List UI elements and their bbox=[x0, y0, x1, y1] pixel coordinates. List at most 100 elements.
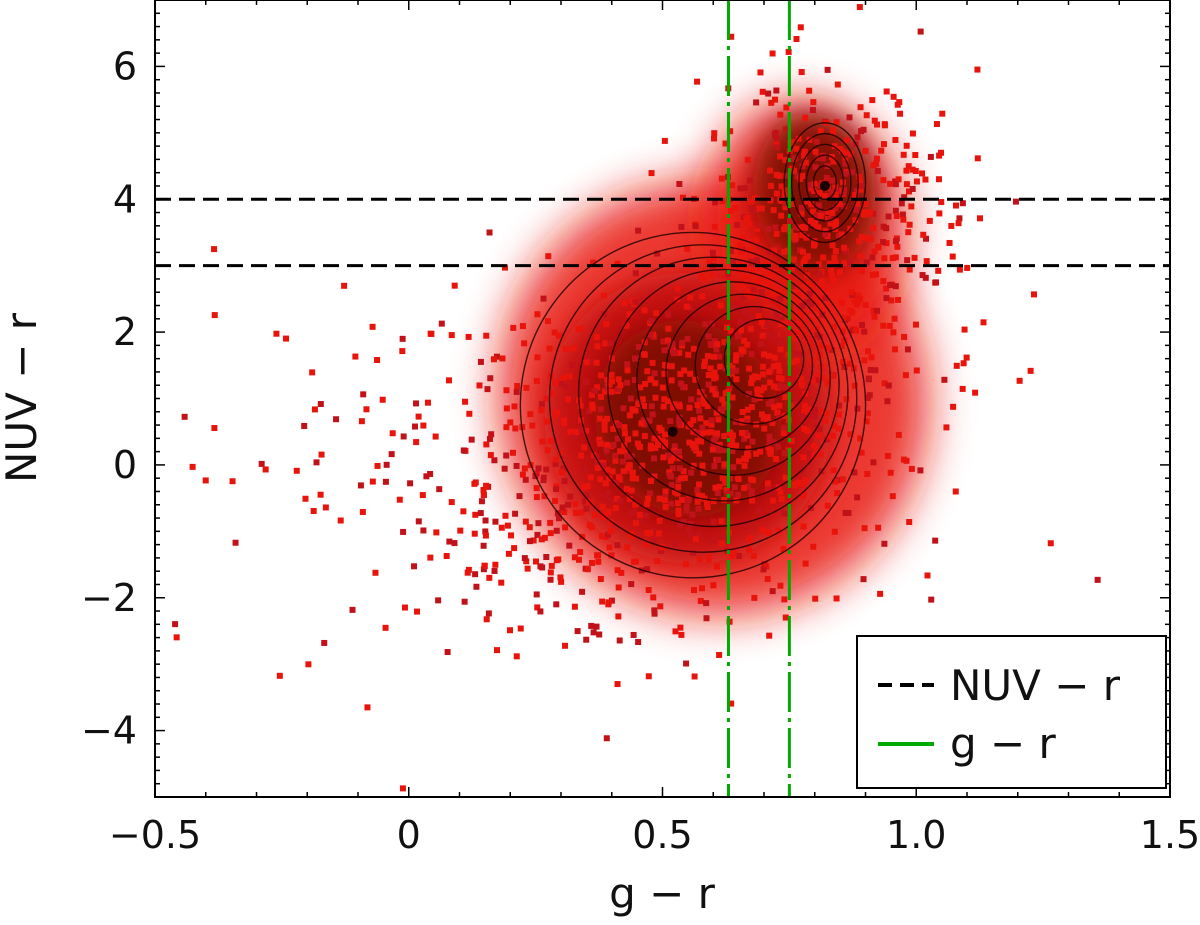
scatter-point bbox=[644, 368, 651, 375]
scatter-point bbox=[372, 569, 379, 576]
scatter-point bbox=[782, 614, 789, 621]
scatter-point bbox=[503, 452, 510, 459]
scatter-point bbox=[690, 417, 697, 424]
scatter-point bbox=[737, 249, 744, 256]
scatter-point bbox=[555, 332, 562, 339]
scatter-point bbox=[606, 544, 613, 551]
scatter-point bbox=[481, 563, 488, 570]
scatter-point bbox=[953, 202, 960, 209]
scatter-point bbox=[783, 172, 790, 179]
scatter-point bbox=[771, 404, 778, 411]
scatter-point bbox=[420, 422, 427, 429]
scatter-point bbox=[804, 198, 811, 205]
scatter-point bbox=[604, 466, 611, 473]
scatter-point bbox=[645, 495, 652, 502]
scatter-point bbox=[671, 401, 678, 408]
scatter-point bbox=[608, 388, 615, 395]
scatter-point bbox=[741, 462, 748, 469]
scatter-point bbox=[778, 495, 785, 502]
scatter-point bbox=[812, 295, 819, 302]
scatter-point bbox=[400, 528, 407, 535]
scatter-point bbox=[771, 383, 778, 390]
scatter-point bbox=[669, 341, 676, 348]
scatter-point bbox=[836, 201, 843, 208]
y-tick-label: 6 bbox=[113, 44, 137, 88]
scatter-point bbox=[810, 543, 817, 550]
scatter-point bbox=[651, 607, 658, 614]
scatter-point bbox=[560, 375, 567, 382]
scatter-point bbox=[472, 511, 479, 518]
scatter-point bbox=[819, 374, 826, 381]
scatter-point bbox=[862, 302, 869, 309]
scatter-point bbox=[751, 396, 758, 403]
scatter-point bbox=[766, 437, 773, 444]
x-tick-label: 0 bbox=[397, 813, 421, 857]
scatter-point bbox=[483, 441, 490, 448]
scatter-point bbox=[483, 482, 490, 489]
scatter-point bbox=[793, 329, 800, 336]
scatter-point bbox=[558, 578, 565, 585]
scatter-point bbox=[690, 345, 697, 352]
density-peak-1 bbox=[819, 180, 830, 191]
scatter-point bbox=[634, 440, 641, 447]
scatter-point bbox=[799, 232, 806, 239]
scatter-point bbox=[713, 563, 720, 570]
scatter-point bbox=[593, 623, 600, 630]
scatter-point bbox=[823, 208, 830, 215]
scatter-point bbox=[448, 499, 455, 506]
scatter-point bbox=[603, 447, 610, 454]
scatter-point bbox=[718, 175, 725, 182]
contour-ring-0 bbox=[519, 231, 867, 579]
scatter-point bbox=[708, 272, 715, 279]
scatter-point bbox=[872, 271, 879, 278]
scatter-point bbox=[858, 268, 865, 275]
scatter-point bbox=[541, 493, 548, 500]
scatter-point bbox=[797, 312, 804, 319]
scatter-point bbox=[749, 438, 756, 445]
scatter-point bbox=[706, 258, 713, 265]
scatter-point bbox=[828, 273, 835, 280]
scatter-point bbox=[681, 474, 688, 481]
scatter-point bbox=[744, 156, 751, 163]
scatter-point bbox=[710, 518, 717, 525]
scatter-point bbox=[477, 510, 484, 517]
scatter-point bbox=[869, 97, 876, 104]
scatter-point bbox=[819, 311, 826, 318]
scatter-point bbox=[703, 615, 710, 622]
scatter-point bbox=[887, 180, 894, 187]
scatter-point bbox=[715, 456, 722, 463]
scatter-point bbox=[654, 250, 661, 257]
scatter-point bbox=[780, 384, 787, 391]
scatter-point bbox=[761, 425, 768, 432]
scatter-point bbox=[799, 248, 806, 255]
scatter-point bbox=[711, 437, 718, 444]
scatter-point bbox=[491, 567, 498, 574]
scatter-point bbox=[310, 507, 317, 514]
scatter-point bbox=[895, 296, 902, 303]
scatter-point bbox=[600, 493, 607, 500]
scatter-point bbox=[742, 308, 749, 315]
scatter-point bbox=[668, 473, 675, 480]
scatter-point bbox=[805, 406, 812, 413]
scatter-point bbox=[721, 461, 728, 468]
scatter-point bbox=[487, 452, 494, 459]
scatter-point bbox=[484, 386, 491, 393]
scatter-point bbox=[817, 364, 824, 371]
scatter-point bbox=[710, 255, 717, 262]
scatter-point bbox=[551, 329, 558, 336]
scatter-point bbox=[726, 429, 733, 436]
scatter-point bbox=[765, 332, 772, 339]
scatter-point bbox=[615, 613, 622, 620]
scatter-point bbox=[835, 402, 842, 409]
scatter-point bbox=[400, 433, 407, 440]
scatter-point bbox=[889, 493, 896, 500]
scatter-point bbox=[733, 367, 740, 374]
scatter-point bbox=[635, 227, 642, 234]
scatter-point bbox=[535, 520, 542, 527]
scatter-point bbox=[810, 208, 817, 215]
scatter-point bbox=[478, 498, 485, 505]
scatter-point bbox=[632, 520, 639, 527]
scatter-point bbox=[747, 313, 754, 320]
scatter-point bbox=[652, 380, 659, 387]
